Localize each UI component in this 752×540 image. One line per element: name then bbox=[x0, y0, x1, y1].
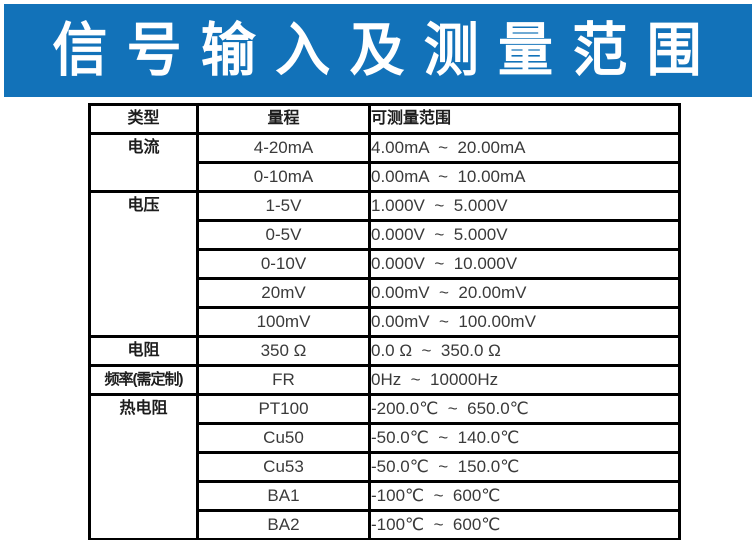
measurable-cell: 1.000V ~ 5.000V bbox=[368, 190, 681, 222]
range-cell: BA2 bbox=[196, 509, 371, 540]
table-row: 0-5V 0.000V ~ 5.000V bbox=[90, 219, 681, 251]
title-banner: 信 号 输 入 及 测 量 范 围 bbox=[4, 4, 752, 97]
range-cell: BA1 bbox=[196, 480, 371, 512]
measurement-range-table: 类型 量程 可测量范围 电流 4-20mA 4.00mA ~ 20.00mA 0… bbox=[88, 103, 681, 540]
measurable-cell: 0.00mV ~ 100.00mV bbox=[368, 306, 681, 338]
table-row: 电阻 350 Ω 0.0 Ω ~ 350.0 Ω bbox=[88, 335, 681, 367]
type-cell: 频率(需定制) bbox=[88, 364, 199, 396]
measurable-cell: 4.00mA ~ 20.00mA bbox=[368, 132, 681, 164]
table-row: 20mV 0.00mV ~ 20.00mV bbox=[90, 277, 681, 309]
table-row: 频率(需定制) FR 0Hz ~ 10000Hz bbox=[88, 364, 681, 396]
range-cell: 0-10V bbox=[196, 248, 371, 280]
range-cell: 0-10mA bbox=[196, 161, 371, 193]
type-cell: 电阻 bbox=[88, 335, 199, 367]
table-row: 0-10V 0.000V ~ 10.000V bbox=[90, 248, 681, 280]
range-cell: PT100 bbox=[196, 393, 371, 425]
table-row: BA2 -100℃ ~ 600℃ bbox=[90, 509, 681, 540]
table-row: 0-10mA 0.00mA ~ 10.00mA bbox=[90, 161, 681, 193]
measurable-cell: -200.0℃ ~ 650.0℃ bbox=[368, 393, 681, 425]
range-cell: 100mV bbox=[196, 306, 371, 338]
table-header-row: 类型 量程 可测量范围 bbox=[88, 103, 681, 135]
measurable-cell: -50.0℃ ~ 150.0℃ bbox=[368, 451, 681, 483]
range-cell: Cu53 bbox=[196, 451, 371, 483]
table-row: 100mV 0.00mV ~ 100.00mV bbox=[90, 306, 681, 338]
table-row: Cu50 -50.0℃ ~ 140.0℃ bbox=[90, 422, 681, 454]
measurable-cell: -100℃ ~ 600℃ bbox=[368, 480, 681, 512]
range-cell: FR bbox=[196, 364, 371, 396]
type-cell: 电压 bbox=[88, 190, 199, 338]
table-row: Cu53 -50.0℃ ~ 150.0℃ bbox=[90, 451, 681, 483]
type-cell: 电流 bbox=[88, 132, 199, 193]
range-cell: 20mV bbox=[196, 277, 371, 309]
type-cell: 热电阻 bbox=[88, 393, 199, 540]
header-cell-measurable: 可测量范围 bbox=[368, 103, 681, 135]
measurable-cell: -100℃ ~ 600℃ bbox=[368, 509, 681, 540]
range-cell: 350 Ω bbox=[196, 335, 371, 367]
table-row: 热电阻 PT100 -200.0℃ ~ 650.0℃ bbox=[88, 393, 681, 540]
measurable-cell: 0Hz ~ 10000Hz bbox=[368, 364, 681, 396]
measurable-cell: 0.000V ~ 5.000V bbox=[368, 219, 681, 251]
range-cell: 0-5V bbox=[196, 219, 371, 251]
page-title: 信 号 输 入 及 测 量 范 围 bbox=[52, 17, 704, 83]
measurable-cell: 0.00mA ~ 10.00mA bbox=[368, 161, 681, 193]
table-row: 电压 1-5V 1.000V ~ 5.000V bbox=[88, 190, 681, 338]
table-row: 电流 4-20mA 4.00mA ~ 20.00mA bbox=[88, 132, 681, 193]
measurable-cell: 0.00mV ~ 20.00mV bbox=[368, 277, 681, 309]
range-cell: 4-20mA bbox=[196, 132, 371, 164]
header-cell-range: 量程 bbox=[196, 103, 371, 135]
table-row: BA1 -100℃ ~ 600℃ bbox=[90, 480, 681, 512]
range-cell: 1-5V bbox=[196, 190, 371, 222]
measurable-cell: -50.0℃ ~ 140.0℃ bbox=[368, 422, 681, 454]
measurable-cell: 0.0 Ω ~ 350.0 Ω bbox=[368, 335, 681, 367]
header-cell-type: 类型 bbox=[88, 103, 199, 135]
range-cell: Cu50 bbox=[196, 422, 371, 454]
measurable-cell: 0.000V ~ 10.000V bbox=[368, 248, 681, 280]
